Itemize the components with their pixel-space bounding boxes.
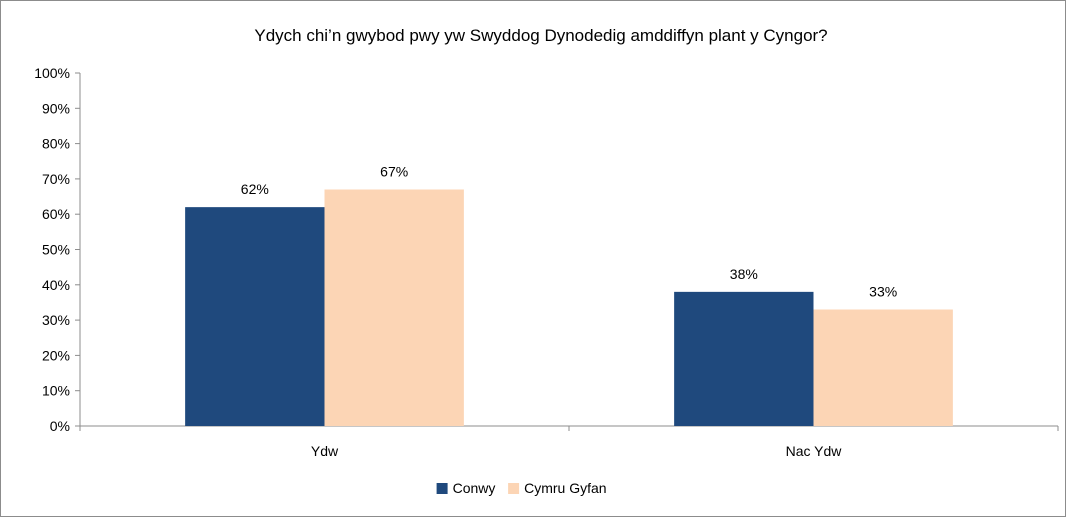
legend-swatch xyxy=(436,483,448,494)
bar xyxy=(185,207,325,426)
data-label: 67% xyxy=(380,163,408,179)
bar xyxy=(813,309,953,426)
y-tick-label: 70% xyxy=(42,171,70,187)
data-label: 38% xyxy=(730,266,758,282)
y-tick-label: 60% xyxy=(42,206,70,222)
x-tick-label: Nac Ydw xyxy=(786,443,843,459)
data-label: 62% xyxy=(241,181,269,197)
y-tick-label: 40% xyxy=(42,277,70,293)
legend-label: Conwy xyxy=(453,480,496,496)
data-label: 33% xyxy=(869,284,897,300)
y-tick-label: 50% xyxy=(42,242,70,258)
bar xyxy=(324,189,464,426)
bar xyxy=(674,291,814,426)
legend-swatch xyxy=(508,483,520,494)
y-tick-label: 80% xyxy=(42,136,70,152)
y-tick-label: 0% xyxy=(50,418,70,434)
y-tick-label: 10% xyxy=(42,383,70,399)
x-axis: Ydw Nac Ydw xyxy=(79,425,1059,459)
y-tick-label: 20% xyxy=(42,347,70,363)
legend-label: Cymru Gyfan xyxy=(524,480,606,496)
bars: 62% 67% 38% 33% xyxy=(185,163,953,426)
y-tick-label: 30% xyxy=(42,312,70,328)
x-tick-label: Ydw xyxy=(311,443,339,459)
y-axis: 0% 10% 20% 30% 40% 50% 60% 70% 80% 90% 100% xyxy=(34,65,81,434)
legend: Conwy Cymru Gyfan xyxy=(436,480,607,496)
y-tick-label: 100% xyxy=(34,65,70,81)
chart-title: Ydych chi’n gwybod pwy yw Swyddog Dynode… xyxy=(254,26,827,45)
y-tick-label: 90% xyxy=(42,100,70,116)
